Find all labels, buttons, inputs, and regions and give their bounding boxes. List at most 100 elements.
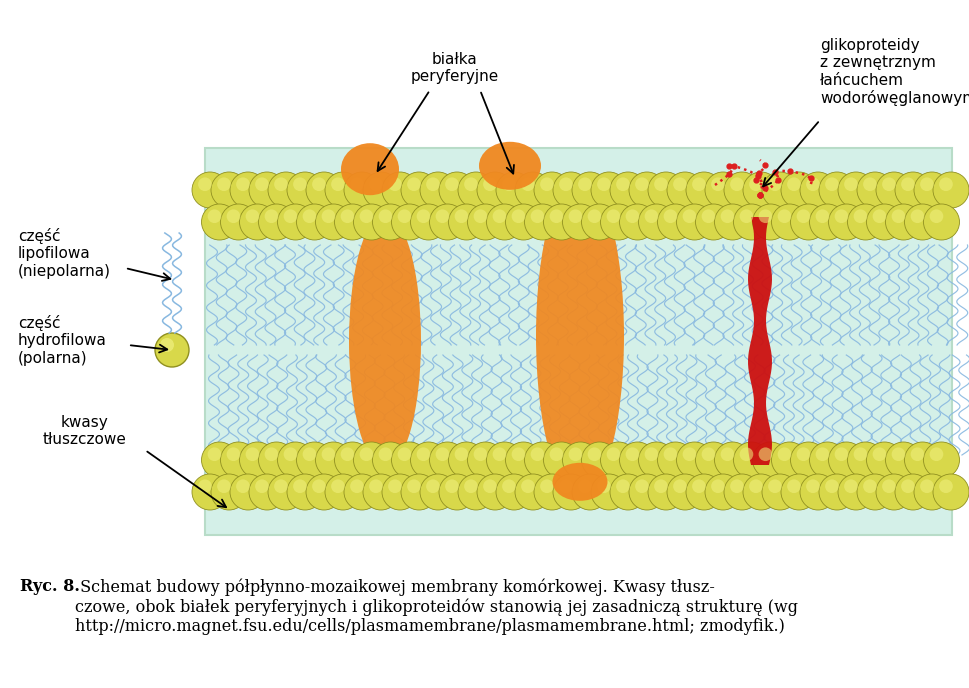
Circle shape xyxy=(283,447,297,461)
Circle shape xyxy=(672,480,686,493)
Circle shape xyxy=(378,447,391,461)
Circle shape xyxy=(265,447,278,461)
Circle shape xyxy=(350,480,363,493)
Circle shape xyxy=(198,480,211,493)
Circle shape xyxy=(267,474,303,510)
Text: glikoproteidy
z zewnętrznym
łańcuchem
wodorówęglanowym: glikoproteidy z zewnętrznym łańcuchem wo… xyxy=(819,38,969,107)
Circle shape xyxy=(799,172,835,208)
Circle shape xyxy=(738,209,753,223)
Circle shape xyxy=(312,480,326,493)
Circle shape xyxy=(425,480,439,493)
Circle shape xyxy=(903,442,940,478)
Circle shape xyxy=(530,209,544,223)
Circle shape xyxy=(322,447,335,461)
Circle shape xyxy=(578,178,591,191)
Circle shape xyxy=(635,480,648,493)
Circle shape xyxy=(572,474,608,510)
Circle shape xyxy=(578,480,591,493)
Circle shape xyxy=(809,204,845,240)
Circle shape xyxy=(420,474,455,510)
Circle shape xyxy=(600,204,636,240)
Circle shape xyxy=(825,178,838,191)
Circle shape xyxy=(400,172,437,208)
Text: część
hydrofilowa
(polarna): część hydrofilowa (polarna) xyxy=(18,315,107,366)
Circle shape xyxy=(198,178,211,191)
Circle shape xyxy=(932,474,968,510)
Circle shape xyxy=(492,447,506,461)
Circle shape xyxy=(425,178,439,191)
Circle shape xyxy=(805,480,819,493)
Circle shape xyxy=(843,480,857,493)
Text: Schemat budowy półpłynno-mozaikowej membrany komórkowej. Kwasy tłusz-
czowe, obo: Schemat budowy półpłynno-mozaikowej memb… xyxy=(75,578,797,635)
Circle shape xyxy=(857,172,892,208)
Circle shape xyxy=(885,204,921,240)
Circle shape xyxy=(710,480,724,493)
Circle shape xyxy=(786,178,800,191)
Circle shape xyxy=(590,172,626,208)
Circle shape xyxy=(635,178,648,191)
Circle shape xyxy=(552,172,588,208)
Circle shape xyxy=(928,209,942,223)
Circle shape xyxy=(334,204,370,240)
Circle shape xyxy=(663,209,676,223)
Circle shape xyxy=(865,442,901,478)
Circle shape xyxy=(362,172,398,208)
Circle shape xyxy=(417,447,430,461)
Circle shape xyxy=(704,172,740,208)
Circle shape xyxy=(445,480,458,493)
Circle shape xyxy=(353,442,390,478)
Circle shape xyxy=(920,480,933,493)
Circle shape xyxy=(397,447,411,461)
Circle shape xyxy=(682,209,696,223)
Text: białka
peryferyjne: białka peryferyjne xyxy=(411,52,499,85)
Circle shape xyxy=(420,172,455,208)
Circle shape xyxy=(515,172,550,208)
Circle shape xyxy=(685,172,721,208)
Circle shape xyxy=(704,474,740,510)
Circle shape xyxy=(628,172,665,208)
Circle shape xyxy=(359,209,373,223)
Circle shape xyxy=(540,178,553,191)
Circle shape xyxy=(530,447,544,461)
Circle shape xyxy=(615,178,629,191)
Circle shape xyxy=(502,178,516,191)
Circle shape xyxy=(770,442,806,478)
Circle shape xyxy=(350,178,363,191)
Circle shape xyxy=(568,209,581,223)
Circle shape xyxy=(828,204,863,240)
Circle shape xyxy=(825,480,838,493)
Circle shape xyxy=(369,178,383,191)
Circle shape xyxy=(818,474,854,510)
Circle shape xyxy=(202,204,237,240)
Circle shape xyxy=(552,474,588,510)
Circle shape xyxy=(293,480,306,493)
Circle shape xyxy=(534,474,570,510)
Circle shape xyxy=(315,442,351,478)
Circle shape xyxy=(372,442,408,478)
Circle shape xyxy=(913,474,949,510)
Circle shape xyxy=(435,209,449,223)
Ellipse shape xyxy=(349,214,421,468)
Circle shape xyxy=(353,204,390,240)
Circle shape xyxy=(922,204,958,240)
Circle shape xyxy=(492,209,506,223)
Circle shape xyxy=(495,474,531,510)
Circle shape xyxy=(885,442,921,478)
Text: Ryc. 8.: Ryc. 8. xyxy=(20,578,79,595)
Circle shape xyxy=(277,442,313,478)
Circle shape xyxy=(305,474,342,510)
Circle shape xyxy=(748,480,762,493)
Circle shape xyxy=(334,442,370,478)
Circle shape xyxy=(900,480,914,493)
Circle shape xyxy=(463,480,478,493)
Circle shape xyxy=(505,442,541,478)
Circle shape xyxy=(796,209,809,223)
Circle shape xyxy=(439,474,475,510)
Circle shape xyxy=(220,204,256,240)
Circle shape xyxy=(258,442,295,478)
Circle shape xyxy=(667,172,703,208)
Circle shape xyxy=(245,209,259,223)
Circle shape xyxy=(330,480,344,493)
Circle shape xyxy=(267,172,303,208)
Circle shape xyxy=(657,204,693,240)
